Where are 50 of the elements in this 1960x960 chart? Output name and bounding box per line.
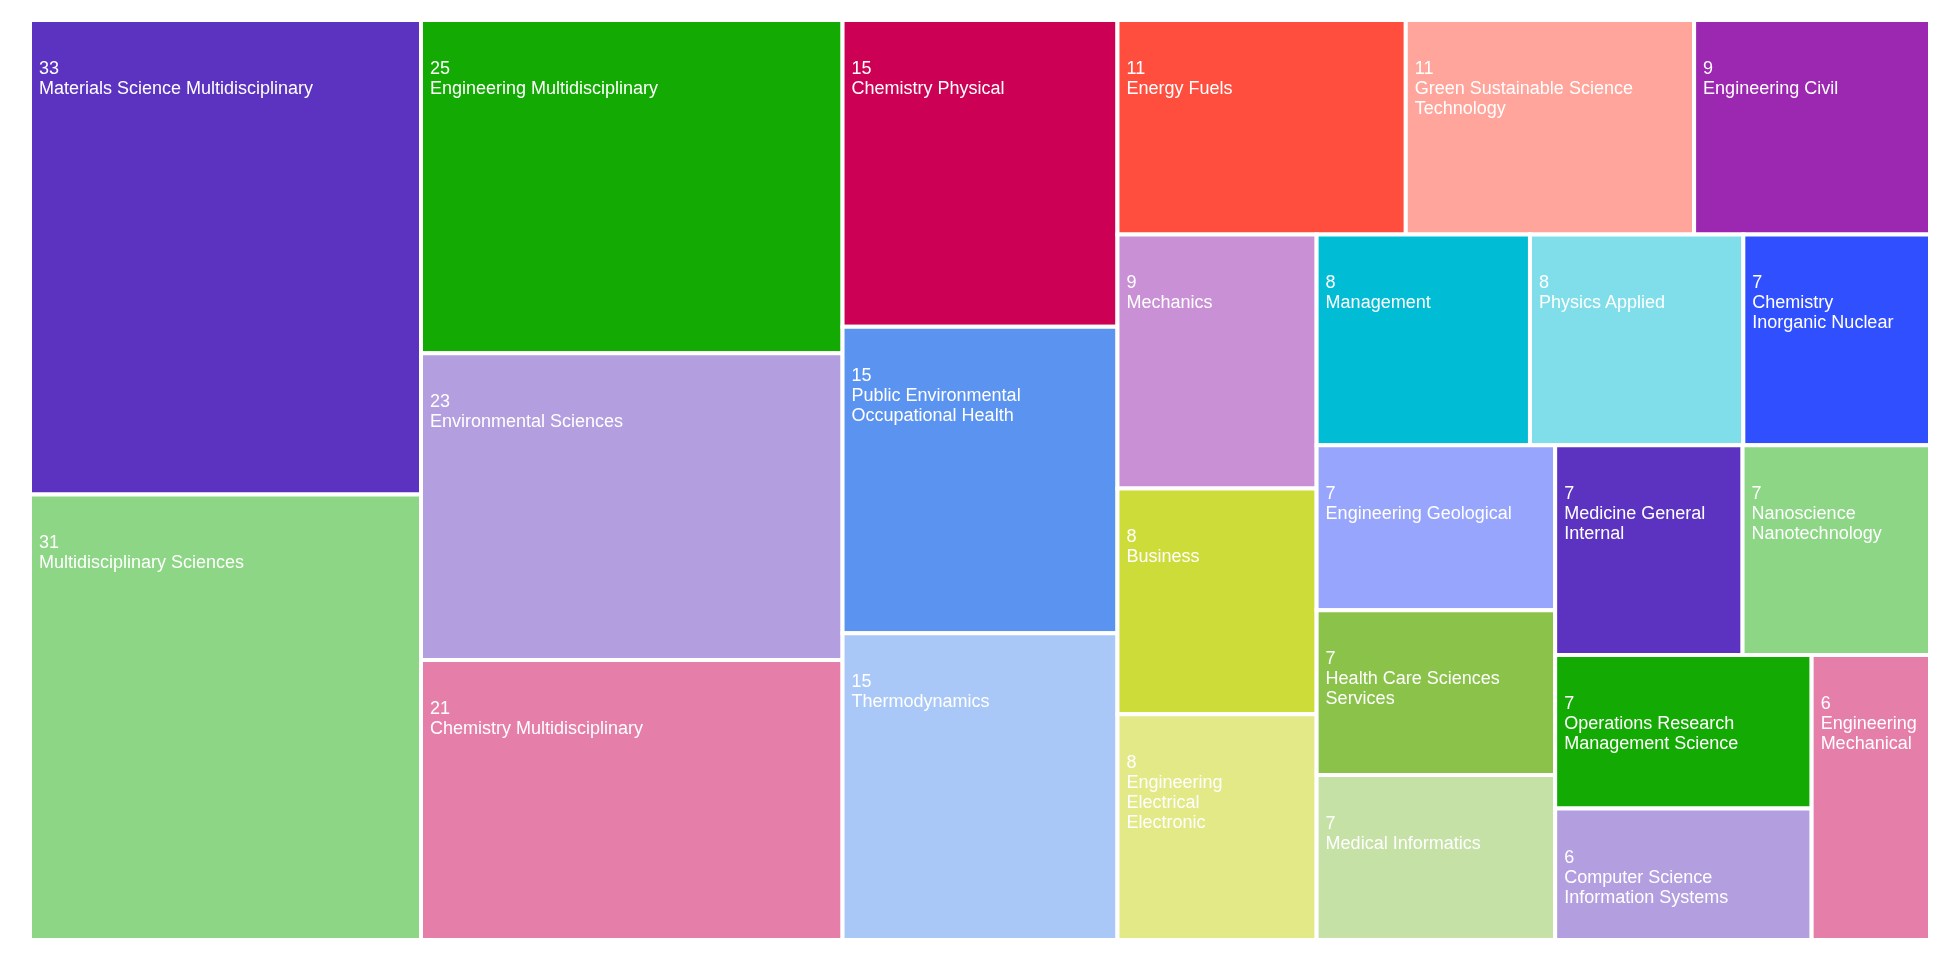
data-label: 11 bbox=[1414, 58, 1434, 78]
category-label: Multidisciplinary Sciences bbox=[39, 552, 245, 573]
category-label: Mechanics bbox=[1126, 292, 1213, 313]
category-label: Medicine General Internal bbox=[1564, 503, 1706, 544]
category-label: Health Care Sciences Services bbox=[1325, 668, 1500, 709]
category-label: Public Environmental Occupational Health bbox=[851, 384, 1021, 425]
data-label: 7 bbox=[1752, 272, 1763, 293]
data-label: 7 bbox=[1751, 483, 1762, 504]
data-label: 7 bbox=[1325, 813, 1336, 834]
category-label: Chemistry Inorganic Nuclear bbox=[1752, 292, 1894, 333]
category-label: Engineering Multidisciplinary bbox=[430, 78, 659, 98]
data-label: 9 bbox=[1703, 58, 1714, 78]
data-label: 21 bbox=[430, 698, 451, 718]
data-label: 15 bbox=[851, 364, 872, 385]
category-label: Engineering Mechanical bbox=[1820, 713, 1917, 754]
data-label: 11 bbox=[1126, 58, 1146, 78]
data-label: 7 bbox=[1564, 693, 1575, 714]
data-label: 7 bbox=[1325, 648, 1336, 669]
category-label: Business bbox=[1126, 546, 1200, 567]
data-label: 8 bbox=[1126, 752, 1137, 773]
data-label: 7 bbox=[1325, 483, 1336, 504]
category-label: Chemistry Physical bbox=[851, 78, 1005, 98]
data-label: 8 bbox=[1325, 272, 1336, 293]
category-label: Environmental Sciences bbox=[430, 411, 624, 432]
category-label: Materials Science Multidisciplinary bbox=[39, 78, 314, 98]
category-label: Management bbox=[1325, 292, 1431, 313]
category-label: Engineering Civil bbox=[1703, 78, 1839, 98]
data-label: 23 bbox=[430, 391, 451, 412]
category-label: Thermodynamics bbox=[851, 691, 990, 712]
category-label: Engineering Electrical Electronic bbox=[1126, 772, 1223, 833]
data-label: 8 bbox=[1126, 526, 1137, 547]
category-label: Green Sustainable Science Technology bbox=[1414, 78, 1633, 118]
data-label: 6 bbox=[1820, 693, 1831, 714]
category-label: Chemistry Multidisciplinary bbox=[430, 718, 644, 738]
category-label: Engineering Geological bbox=[1325, 503, 1512, 524]
data-label: 9 bbox=[1126, 272, 1137, 293]
data-label: 8 bbox=[1538, 272, 1549, 293]
category-label: Physics Applied bbox=[1538, 292, 1666, 313]
data-label: 6 bbox=[1564, 846, 1575, 867]
category-label: Energy Fuels bbox=[1126, 78, 1233, 98]
category-label: Medical Informatics bbox=[1325, 833, 1481, 854]
data-label: 25 bbox=[430, 58, 451, 78]
data-label: 15 bbox=[851, 58, 872, 78]
data-label: 7 bbox=[1564, 483, 1575, 504]
data-label: 15 bbox=[851, 671, 872, 692]
category-label: Operations Research Management Science bbox=[1564, 713, 1739, 754]
category-label: Computer Science Information Systems bbox=[1564, 866, 1729, 907]
data-label: 31 bbox=[39, 532, 60, 553]
data-label: 33 bbox=[39, 58, 60, 78]
category-label: Nanoscience Nanotechnology bbox=[1751, 503, 1882, 544]
